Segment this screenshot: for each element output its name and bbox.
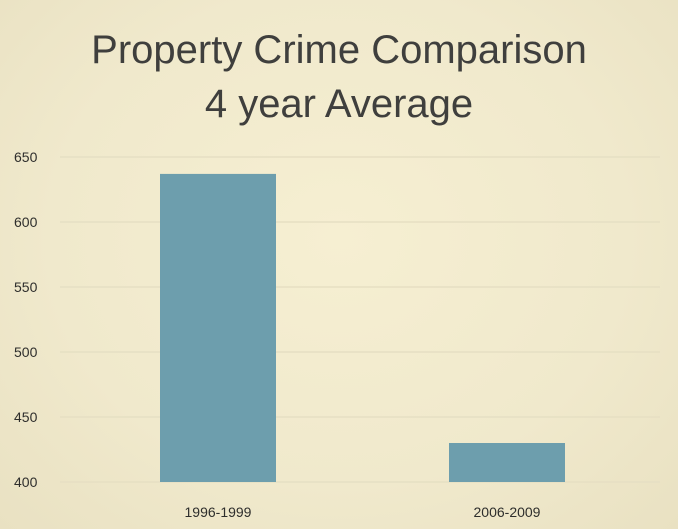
chart-title: Property Crime Comparison [91,28,587,72]
y-tick-label-400: 400 [14,474,38,490]
y-tick-label-450: 450 [14,409,38,425]
y-tick-label-550: 550 [14,279,38,295]
chart-subtitle: 4 year Average [204,82,474,126]
x-tick-label-2006-2009: 2006-2009 [474,504,541,520]
x-tick-label-1996-1999: 1996-1999 [185,504,252,520]
bar-2006-2009 [449,443,565,482]
y-tick-label-500: 500 [14,344,38,360]
bar-1996-1999 [160,173,276,482]
y-tick-label-600: 600 [14,214,38,230]
y-tick-label-650: 650 [14,149,38,165]
